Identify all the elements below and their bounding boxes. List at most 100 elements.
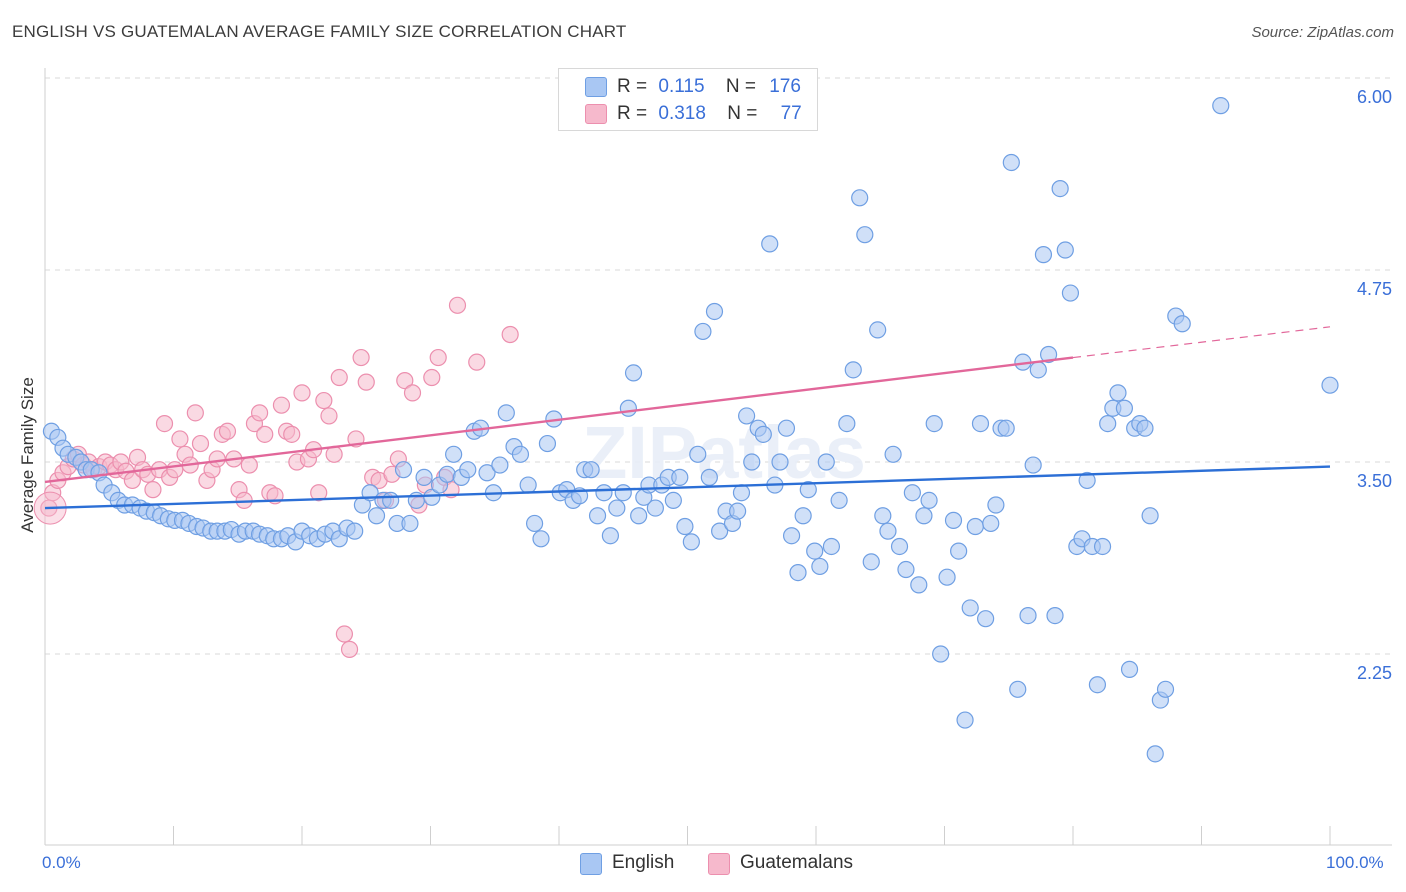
- english-point: [879, 522, 897, 540]
- guatemalan-point: [423, 368, 441, 387]
- bottom-legend-guatemalans-label: Guatemalans: [740, 852, 854, 873]
- english-point: [862, 553, 880, 571]
- english-point: [525, 514, 544, 533]
- guatemalan-point: [357, 373, 375, 391]
- english-point: [938, 568, 956, 586]
- english-point: [438, 465, 456, 483]
- english-point: [1088, 676, 1107, 694]
- guatemalan-swatch: [708, 853, 730, 875]
- english-point: [932, 645, 950, 663]
- english-point: [754, 425, 772, 443]
- guatemalan-point: [330, 368, 348, 387]
- legend-n-value: 77: [780, 103, 802, 124]
- guatemalan-point: [240, 456, 258, 474]
- english-point: [761, 235, 779, 253]
- english-point: [614, 484, 632, 502]
- guatemalan-point: [272, 396, 291, 414]
- guatemalan-point: [166, 461, 184, 479]
- y-tick-label: 3.50: [1357, 471, 1392, 491]
- grid-lines: [45, 77, 1392, 655]
- legend-r-value: 0.115: [658, 76, 705, 97]
- english-point: [401, 514, 419, 533]
- guatemalan-point: [250, 404, 269, 422]
- english-point: [1120, 660, 1139, 678]
- english-point: [682, 533, 700, 551]
- english-point: [582, 461, 600, 479]
- english-point: [519, 476, 537, 494]
- english-point: [977, 610, 995, 628]
- english-point: [851, 189, 869, 207]
- english-point: [869, 321, 887, 339]
- guatemalan-point: [340, 640, 359, 658]
- chart-title: ENGLISH VS GUATEMALAN AVERAGE FAMILY SIZ…: [12, 22, 627, 41]
- english-point: [1146, 745, 1164, 763]
- legend-r-label: R =: [617, 103, 648, 124]
- legend-n-label: N =: [725, 76, 756, 97]
- legend-box: R = 0.115 N = 176 R = 0.318 N = 77: [558, 68, 818, 131]
- english-point: [915, 507, 933, 525]
- english-point: [445, 445, 463, 463]
- guatemalan-point: [186, 404, 204, 422]
- english-point: [694, 322, 712, 341]
- legend-r-value: 0.318: [658, 103, 706, 124]
- english-point: [1051, 179, 1069, 198]
- english-point: [346, 522, 364, 540]
- y-tick-labels: 2.25 3.50 4.75 6.00: [1357, 87, 1392, 683]
- english-point: [700, 468, 718, 486]
- english-point: [971, 415, 990, 433]
- english-point: [624, 364, 643, 382]
- english-point: [497, 404, 515, 422]
- guatemalan-point: [320, 407, 338, 425]
- english-point: [950, 542, 968, 560]
- english-point: [910, 576, 928, 594]
- english-point: [588, 507, 607, 525]
- english-point: [732, 484, 751, 502]
- english-point: [966, 517, 984, 536]
- english-point: [423, 488, 441, 506]
- guatemalan-point: [352, 348, 370, 367]
- english-swatch: [580, 853, 602, 875]
- guatemalan-point: [191, 434, 210, 453]
- english-point: [794, 507, 812, 525]
- english-point: [903, 484, 921, 502]
- legend-r-label: R =: [617, 76, 648, 97]
- english-swatch: [585, 77, 607, 97]
- english-point: [956, 711, 974, 729]
- english-point: [982, 514, 1000, 533]
- y-axis-label: Average Family Size: [18, 377, 37, 533]
- guatemalan-point: [429, 348, 447, 367]
- english-point: [511, 445, 530, 463]
- english-point: [738, 407, 756, 425]
- english-point: [811, 557, 829, 576]
- guatemalan-point: [293, 384, 311, 402]
- guatemalan-point: [501, 325, 519, 344]
- axes: [44, 68, 1392, 846]
- english-point: [705, 302, 724, 321]
- guatemalan-point: [448, 296, 467, 314]
- english-point: [856, 226, 874, 244]
- guatemalan-point: [315, 391, 333, 410]
- y-tick-label: 2.25: [1357, 663, 1392, 683]
- english-trend-line: [44, 465, 1331, 510]
- english-point: [1029, 361, 1047, 379]
- guatemalan-point: [396, 371, 414, 390]
- english-point: [1046, 606, 1064, 625]
- english-point: [619, 399, 637, 417]
- english-point: [830, 491, 848, 509]
- english-point: [1109, 384, 1127, 402]
- y-tick-label: 4.75: [1357, 279, 1392, 299]
- english-point: [646, 499, 664, 517]
- legend-n-label: N =: [727, 103, 758, 124]
- guatemalan-point: [218, 422, 237, 440]
- guatemalan-point: [208, 450, 226, 468]
- english-point: [920, 491, 938, 509]
- guatemalan-point: [283, 425, 301, 443]
- guatemalan-point: [256, 425, 274, 443]
- english-point: [478, 464, 496, 482]
- english-point: [367, 507, 386, 525]
- bottom-legend-english-label: English: [612, 852, 675, 873]
- legend-n-value: 176: [769, 76, 801, 97]
- english-point: [595, 484, 613, 502]
- english-point: [817, 453, 835, 471]
- guatemalan-swatch: [585, 104, 607, 124]
